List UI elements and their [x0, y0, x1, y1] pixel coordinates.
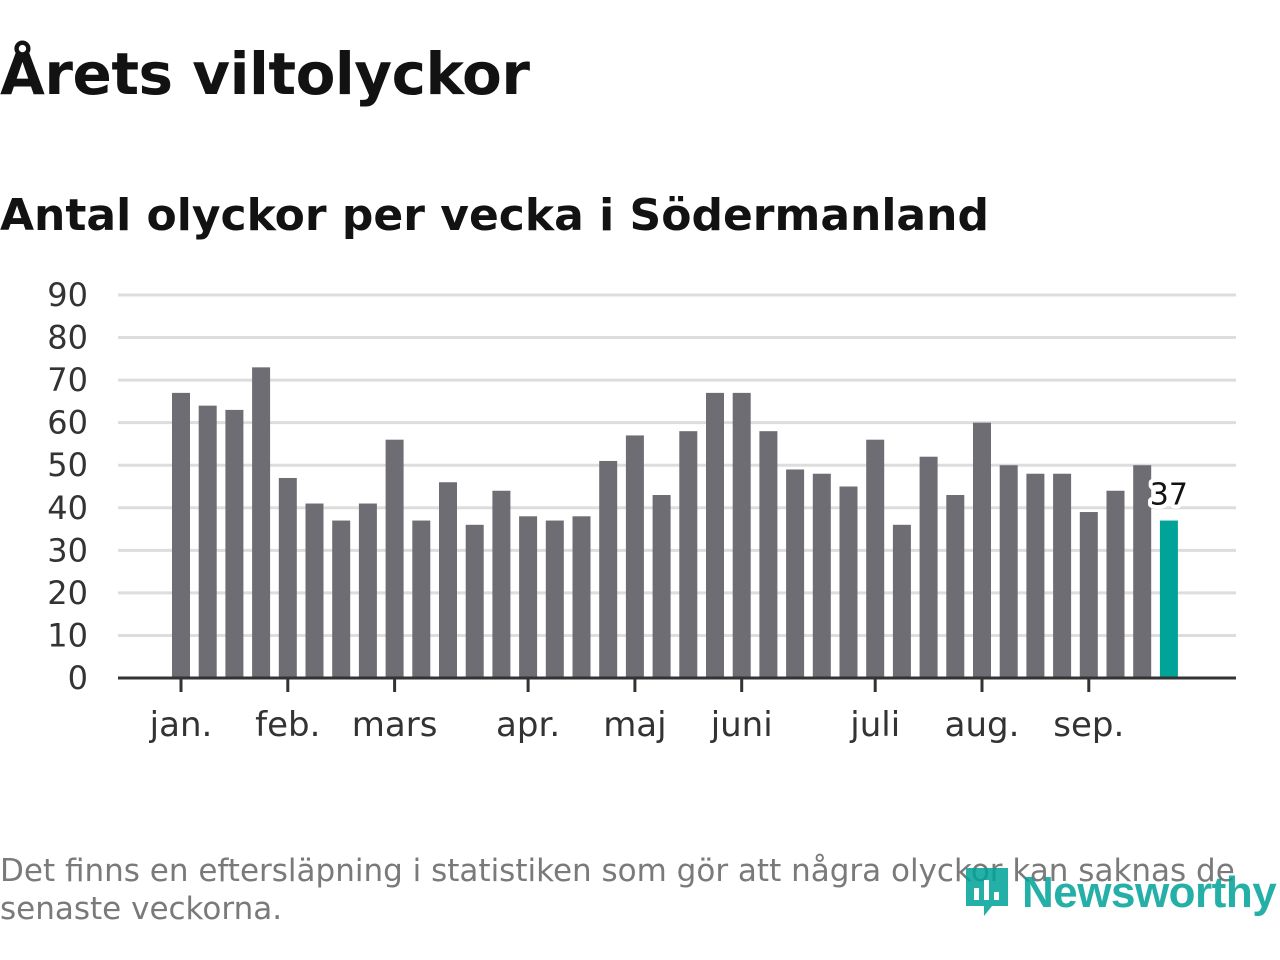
- bar: [786, 469, 805, 678]
- bar: [625, 435, 644, 678]
- x-tick-label: jan.: [149, 705, 213, 745]
- bar: [732, 392, 751, 678]
- bar: [892, 524, 911, 678]
- y-tick-label: 30: [47, 531, 88, 569]
- y-tick-label: 20: [47, 574, 88, 612]
- bar: [412, 520, 431, 678]
- bar: [198, 405, 217, 678]
- bar: [252, 367, 271, 678]
- gridlines: [118, 293, 1236, 637]
- value-labels: 37: [1146, 474, 1192, 517]
- y-tick-label: 70: [47, 361, 88, 399]
- x-tick-label: juni: [710, 705, 773, 745]
- x-tick-label: mars: [352, 705, 438, 745]
- y-tick-label: 80: [47, 319, 88, 357]
- y-tick-label: 50: [47, 446, 88, 484]
- x-tick-label: maj: [603, 705, 666, 745]
- bar: [172, 392, 190, 678]
- bar: [572, 516, 591, 678]
- brand-logo: Newsworthy: [962, 862, 1277, 924]
- brand-name: Newsworthy: [1022, 868, 1277, 917]
- bar: [519, 516, 538, 678]
- bar: [465, 524, 484, 678]
- bar: [225, 409, 244, 678]
- bar: [332, 520, 351, 678]
- bar: [1079, 512, 1098, 678]
- y-tick-label: 60: [47, 404, 88, 442]
- bar: [946, 495, 965, 678]
- bar: [866, 439, 885, 678]
- bar: [1053, 473, 1072, 678]
- y-tick-label: 40: [47, 489, 88, 527]
- bar: [1106, 490, 1125, 678]
- x-tick-label: apr.: [496, 705, 560, 745]
- bar: [706, 392, 724, 678]
- bars: [172, 367, 1178, 678]
- bar: [1133, 465, 1152, 678]
- bar: [759, 431, 778, 678]
- bar: [385, 439, 404, 678]
- x-axis: jan. feb. mars apr. maj juni juli aug. sep.: [118, 676, 1236, 745]
- chart-title: Årets viltolyckor: [0, 40, 530, 108]
- bar: [973, 422, 991, 678]
- x-tick-label: feb.: [255, 705, 320, 745]
- y-tick-label: 0: [68, 659, 88, 697]
- bar: [278, 477, 297, 678]
- highlight-value-label: 37: [1150, 478, 1188, 513]
- x-tick-label: aug.: [945, 705, 1020, 745]
- bar: [1026, 473, 1045, 678]
- x-tick-label: sep.: [1053, 705, 1124, 745]
- bar: [545, 520, 564, 678]
- footnote: Det finns en eftersläpning i statistiken…: [0, 853, 1235, 927]
- bar: [679, 431, 698, 678]
- bar: [839, 486, 858, 678]
- bar: [652, 495, 671, 678]
- y-tick-label: 90: [47, 276, 88, 314]
- bar: [358, 503, 377, 678]
- bar: [305, 503, 324, 678]
- y-axis-ticks: 0 10 20 30 40 50 60 70 80 90: [47, 276, 88, 697]
- bar-chart-logo-icon: [962, 862, 1012, 924]
- bar: [492, 490, 511, 678]
- bar: [812, 473, 831, 678]
- bar: [919, 456, 938, 678]
- chart-subtitle: Antal olyckor per vecka i Södermanland: [0, 190, 989, 241]
- bar: [599, 460, 618, 678]
- bar: [439, 482, 457, 678]
- x-tick-label: juli: [849, 705, 900, 745]
- y-tick-label: 10: [47, 616, 88, 654]
- bar-highlight: [1159, 520, 1178, 678]
- bar: [999, 465, 1018, 678]
